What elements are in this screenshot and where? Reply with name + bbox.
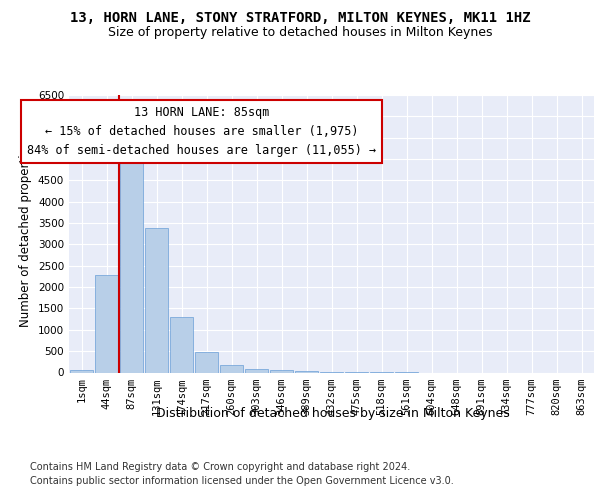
Text: Distribution of detached houses by size in Milton Keynes: Distribution of detached houses by size … [156, 408, 510, 420]
Y-axis label: Number of detached properties: Number of detached properties [19, 141, 32, 327]
Bar [245, 369, 268, 372]
Text: 13, HORN LANE, STONY STRATFORD, MILTON KEYNES, MK11 1HZ: 13, HORN LANE, STONY STRATFORD, MILTON K… [70, 11, 530, 25]
Bar [295, 371, 318, 372]
Text: Contains public sector information licensed under the Open Government Licence v3: Contains public sector information licen… [30, 476, 454, 486]
Bar [145, 228, 168, 372]
Bar [120, 140, 143, 372]
Bar [220, 366, 243, 372]
Text: Size of property relative to detached houses in Milton Keynes: Size of property relative to detached ho… [108, 26, 492, 39]
Bar [170, 316, 193, 372]
Bar [95, 275, 118, 372]
Bar [270, 370, 293, 372]
Bar [70, 370, 93, 372]
Bar [195, 352, 218, 372]
Text: Contains HM Land Registry data © Crown copyright and database right 2024.: Contains HM Land Registry data © Crown c… [30, 462, 410, 472]
Text: 13 HORN LANE: 85sqm
← 15% of detached houses are smaller (1,975)
84% of semi-det: 13 HORN LANE: 85sqm ← 15% of detached ho… [27, 106, 376, 156]
